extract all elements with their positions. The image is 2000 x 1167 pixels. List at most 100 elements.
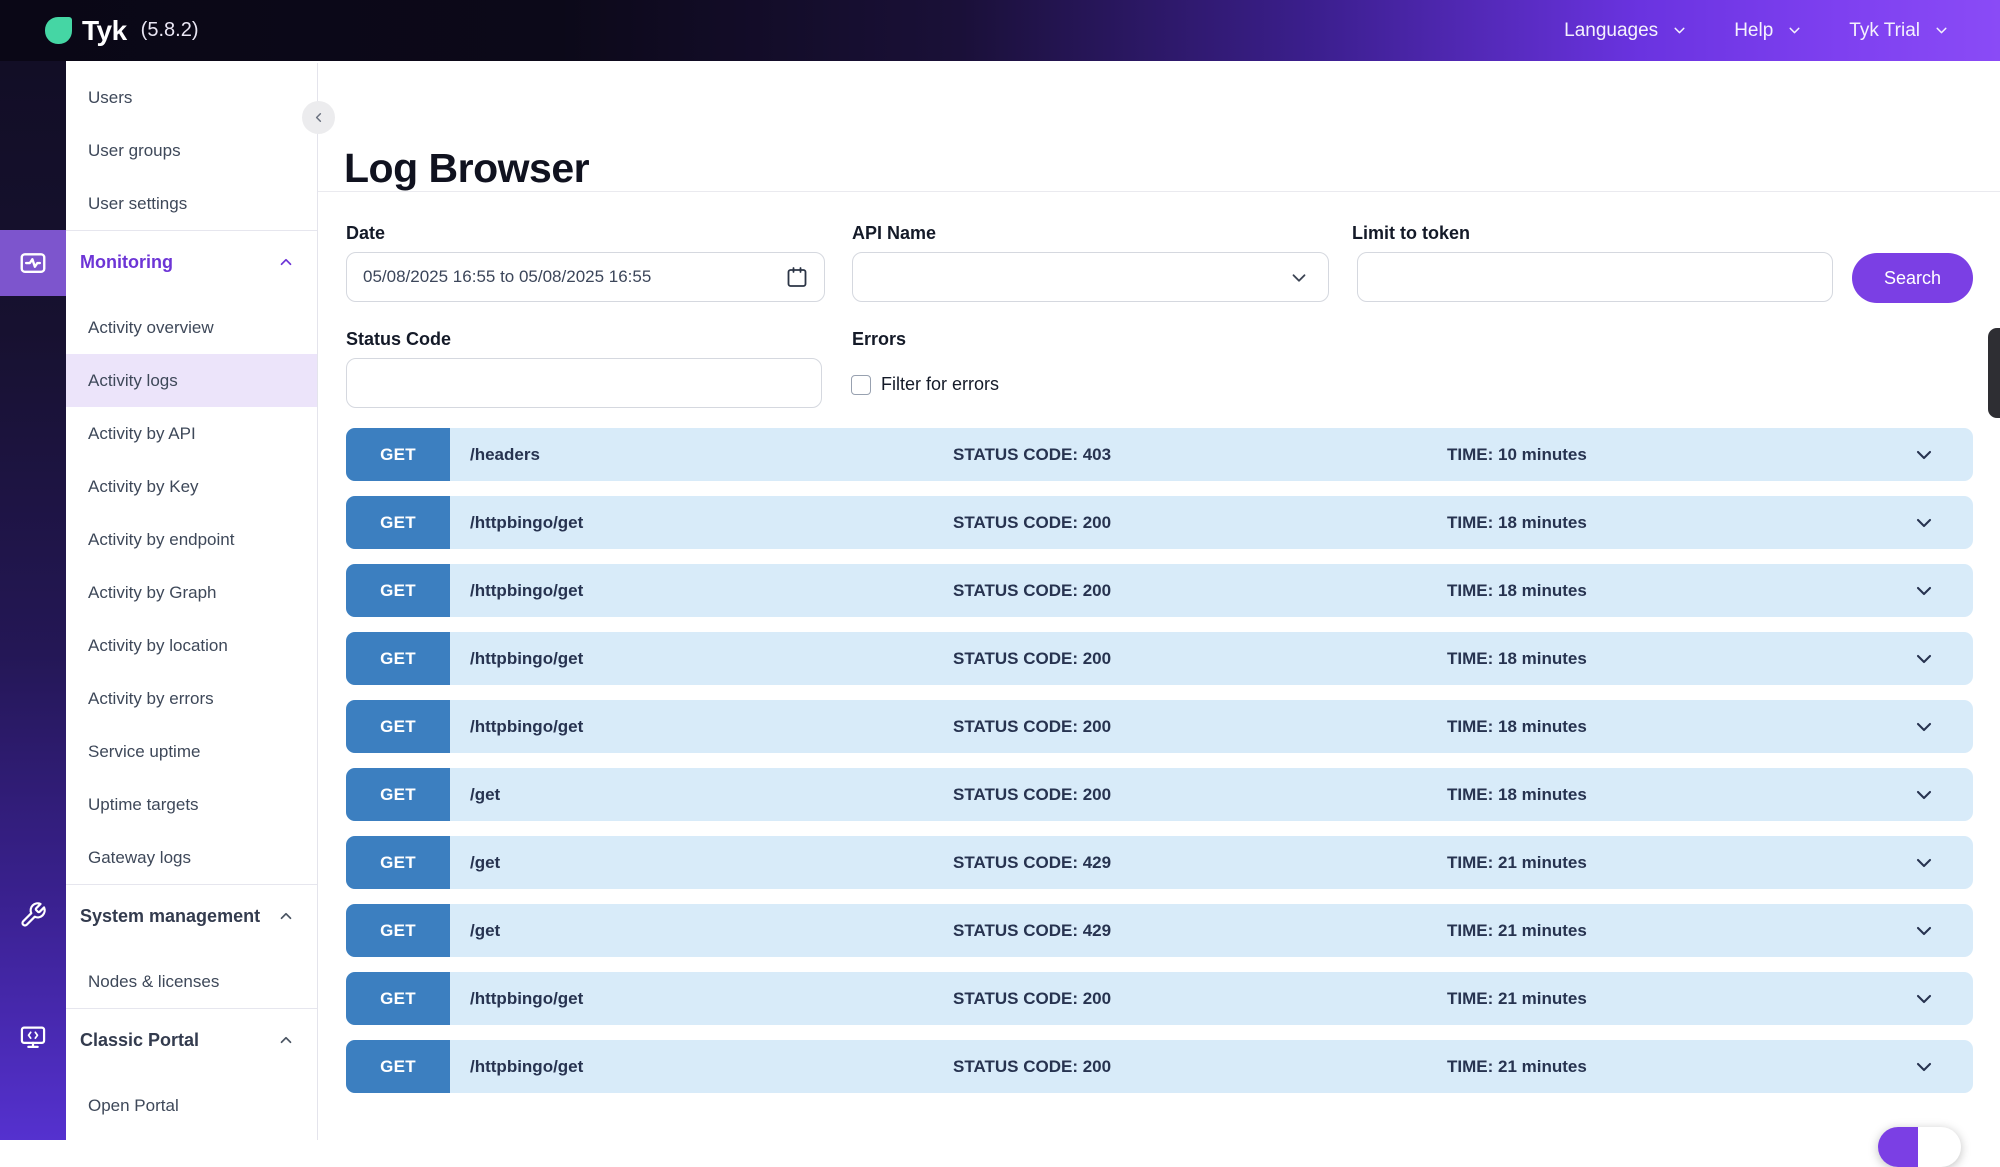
http-method-badge: GET	[346, 972, 450, 1025]
date-range-input[interactable]	[346, 252, 825, 302]
log-time: TIME: 10 minutes	[1447, 444, 1587, 464]
log-row[interactable]: GET /httpbingo/get STATUS CODE: 200 TIME…	[346, 972, 1973, 1025]
sidebar-item-activity-by-key[interactable]: Activity by Key	[88, 476, 199, 496]
main-content: Log Browser Date API Name Limit to token…	[318, 61, 2000, 1140]
sidebar-item-activity-by-graph[interactable]: Activity by Graph	[88, 582, 217, 602]
log-row[interactable]: GET /httpbingo/get STATUS CODE: 200 TIME…	[346, 496, 1973, 549]
errors-label: Errors	[852, 329, 907, 349]
activity-monitor-icon	[18, 248, 48, 278]
top-nav-item-label: Tyk Trial	[1849, 19, 1920, 41]
chevron-down-icon[interactable]	[1912, 579, 1936, 603]
sidebar-item-users[interactable]: Users	[88, 87, 133, 107]
chevron-down-icon[interactable]	[1912, 647, 1936, 671]
floating-launcher-button[interactable]	[1878, 1127, 1961, 1167]
chevron-down-icon[interactable]	[1912, 783, 1936, 807]
chevron-down-icon[interactable]	[1912, 443, 1936, 467]
log-row[interactable]: GET /httpbingo/get STATUS CODE: 200 TIME…	[346, 564, 1973, 617]
sidebar-item-uptime-targets[interactable]: Uptime targets	[88, 794, 199, 814]
chevron-down-icon[interactable]	[1912, 851, 1936, 875]
filter-for-errors-checkbox[interactable]	[851, 374, 871, 395]
log-status-code: STATUS CODE: 429	[953, 920, 1112, 940]
http-method-badge: GET	[346, 904, 450, 957]
sidebar-item-user-settings[interactable]: User settings	[88, 193, 188, 213]
sidebar-section-monitoring[interactable]: Monitoring	[66, 231, 317, 293]
log-row[interactable]: GET /get STATUS CODE: 429 TIME: 21 minut…	[346, 904, 1973, 957]
sidebar-item-activity-by-location[interactable]: Activity by location	[88, 635, 228, 655]
log-row[interactable]: GET /get STATUS CODE: 200 TIME: 18 minut…	[346, 768, 1973, 821]
http-method-badge: GET	[346, 1040, 450, 1093]
sidebar-item-activity-by-api[interactable]: Activity by API	[88, 423, 196, 443]
sidebar-spacer	[66, 293, 317, 301]
sidebar-section-classic-portal[interactable]: Classic Portal	[66, 1009, 317, 1071]
sidebar-item-nodes-licenses[interactable]: Nodes & licenses	[88, 971, 220, 991]
log-path: /httpbingo/get	[470, 512, 584, 532]
sidebar-item-activity-logs[interactable]: Activity logs	[66, 354, 317, 407]
chevron-up-icon	[277, 253, 295, 271]
log-list: GET /headers STATUS CODE: 403 TIME: 10 m…	[346, 428, 1973, 1108]
log-path: /httpbingo/get	[470, 648, 584, 668]
sidebar-item-service-uptime[interactable]: Service uptime	[88, 741, 201, 761]
search-button[interactable]: Search	[1852, 253, 1973, 303]
portal-monitor-icon	[19, 1023, 47, 1051]
http-method-badge: GET	[346, 836, 450, 889]
brand-name: Tyk	[82, 14, 127, 46]
http-method-badge: GET	[346, 428, 450, 481]
log-status-code: STATUS CODE: 200	[953, 580, 1112, 600]
date-label: Date	[346, 223, 386, 243]
chevron-down-icon[interactable]	[1912, 987, 1936, 1011]
log-time: TIME: 21 minutes	[1447, 852, 1587, 872]
log-row[interactable]: GET /httpbingo/get STATUS CODE: 200 TIME…	[346, 700, 1973, 753]
log-time: TIME: 18 minutes	[1447, 716, 1587, 736]
chevron-down-icon[interactable]	[1912, 919, 1936, 943]
log-path: /get	[470, 920, 501, 940]
top-nav-item[interactable]: Tyk Trial	[1849, 20, 1950, 42]
log-row[interactable]: GET /headers STATUS CODE: 403 TIME: 10 m…	[346, 428, 1973, 481]
sidebar-divider	[66, 1008, 317, 1009]
api-name-select[interactable]	[852, 252, 1329, 302]
log-path: /get	[470, 784, 501, 804]
icon-rail	[0, 61, 66, 1140]
sidebar-spacer	[66, 947, 317, 955]
sidebar-item-gateway-logs[interactable]: Gateway logs	[88, 847, 191, 867]
log-status-code: STATUS CODE: 200	[953, 1056, 1112, 1076]
tyk-logo-icon	[45, 17, 72, 44]
sidebar-item-open-portal[interactable]: Open Portal	[88, 1095, 179, 1115]
chevron-down-icon	[1933, 22, 1950, 39]
top-nav-item-label: Help	[1734, 19, 1774, 41]
log-time: TIME: 18 minutes	[1447, 784, 1587, 804]
sidebar-item-activity-by-errors[interactable]: Activity by errors	[88, 688, 214, 708]
chevron-down-icon	[1288, 267, 1310, 289]
log-path: /httpbingo/get	[470, 1056, 584, 1076]
sidebar-section-system-management[interactable]: System management	[66, 885, 317, 947]
status-code-label: Status Code	[346, 329, 452, 349]
log-row[interactable]: GET /httpbingo/get STATUS CODE: 200 TIME…	[346, 632, 1973, 685]
http-method-badge: GET	[346, 700, 450, 753]
top-nav-item[interactable]: Languages	[1564, 20, 1688, 42]
sidebar-item-activity-overview[interactable]: Activity overview	[88, 317, 214, 337]
sidebar-collapse-button[interactable]	[302, 101, 335, 134]
top-nav-item[interactable]: Help	[1734, 20, 1803, 42]
calendar-icon[interactable]	[785, 265, 809, 289]
status-code-input[interactable]	[346, 358, 822, 408]
chevron-down-icon[interactable]	[1912, 715, 1936, 739]
rail-item-classic-portal[interactable]	[0, 1023, 66, 1051]
wrench-icon	[19, 901, 47, 929]
feedback-edge-tab[interactable]	[1988, 328, 2000, 418]
http-method-badge: GET	[346, 632, 450, 685]
top-bar: Tyk (5.8.2) Languages Help Tyk Trial	[0, 0, 2000, 61]
sidebar-item-activity-by-endpoint[interactable]: Activity by endpoint	[88, 529, 235, 549]
top-nav: Languages Help Tyk Trial	[1564, 20, 2000, 42]
rail-item-monitoring[interactable]	[0, 230, 66, 296]
rail-item-system-management[interactable]	[0, 901, 66, 929]
chevron-down-icon[interactable]	[1912, 511, 1936, 535]
log-row[interactable]: GET /httpbingo/get STATUS CODE: 200 TIME…	[346, 1040, 1973, 1093]
limit-to-token-input[interactable]	[1357, 252, 1833, 302]
page-title: Log Browser	[344, 145, 590, 191]
log-row[interactable]: GET /get STATUS CODE: 429 TIME: 21 minut…	[346, 836, 1973, 889]
brand: Tyk (5.8.2)	[0, 15, 198, 47]
http-method-badge: GET	[346, 496, 450, 549]
chevron-down-icon[interactable]	[1912, 1055, 1936, 1079]
sidebar-item-user-groups[interactable]: User groups	[88, 140, 181, 160]
log-status-code: STATUS CODE: 403	[953, 444, 1112, 464]
sidebar: Users User groups User settings Monitoring A…	[66, 63, 318, 1140]
